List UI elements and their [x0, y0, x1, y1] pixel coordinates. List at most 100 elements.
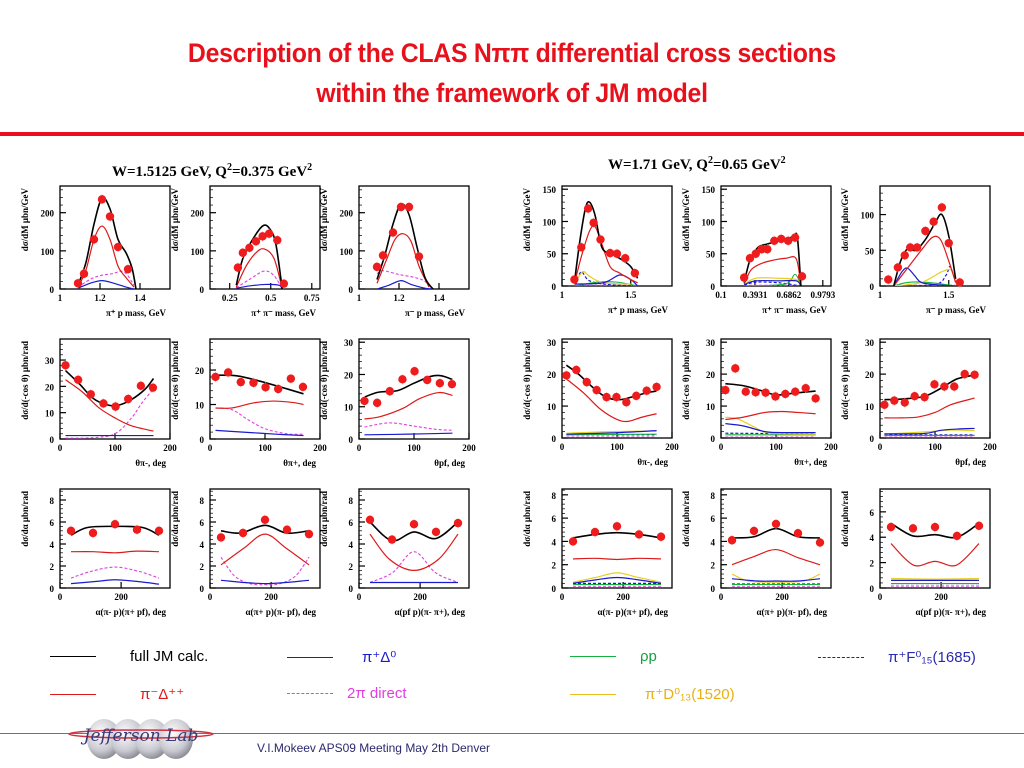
- y-tick-label: 20: [547, 370, 557, 380]
- data-point: [279, 279, 289, 288]
- y-tick-label: 0: [552, 584, 557, 594]
- x-tick-label: 0.6862: [777, 290, 802, 300]
- data-point: [148, 383, 158, 392]
- data-point: [974, 521, 984, 531]
- data-point: [124, 394, 133, 404]
- curve-direct: [65, 388, 154, 439]
- chart-panel-7: 0 2 4 6 8 0 200 α(π+ p)(π- pf), deg dσ/dα μbn/ra…: [170, 488, 321, 617]
- legend-label: π⁺F⁰₁₅(1685): [888, 649, 976, 666]
- legend-item: 2π direct: [287, 685, 407, 702]
- y-axis-label: dσ/dα μbn/rad: [840, 491, 850, 547]
- data-point: [261, 383, 270, 392]
- jefferson-lab-logo: Jefferson Lab: [68, 719, 214, 759]
- y-tick-label: 30: [344, 338, 354, 348]
- data-point: [453, 518, 463, 528]
- y-tick-label: 200: [340, 209, 354, 219]
- data-point: [632, 391, 641, 401]
- data-point: [404, 202, 414, 212]
- x-tick-label: 200: [413, 592, 427, 602]
- data-point: [123, 264, 133, 274]
- x-axis-label: θπ+, deg: [283, 458, 316, 468]
- data-point: [89, 235, 99, 244]
- data-point: [592, 385, 601, 395]
- y-tick-label: 2: [552, 561, 557, 571]
- data-point: [211, 372, 220, 382]
- plot-frame: [561, 185, 673, 287]
- data-point: [216, 533, 226, 542]
- y-tick-label: 0: [50, 285, 55, 295]
- data-point: [105, 212, 115, 221]
- data-point: [304, 529, 314, 539]
- y-tick-label: 0: [349, 584, 354, 594]
- model-curves: [731, 527, 821, 587]
- set-title-right: W=1.71 GeV, Q2=0.65 GeV2: [608, 155, 786, 173]
- curve-full: [220, 524, 310, 534]
- x-tick-label: 200: [114, 592, 128, 602]
- data-point: [960, 369, 969, 379]
- data-point: [111, 402, 120, 411]
- x-tick-label: 100: [928, 442, 942, 452]
- curve-piD0: [70, 579, 160, 585]
- legend-swatch: [50, 693, 96, 695]
- y-tick-label: 2: [349, 562, 354, 572]
- curve-piD0: [376, 280, 434, 289]
- data-point: [372, 262, 382, 272]
- data-point: [970, 370, 979, 379]
- footer-divider: [0, 733, 1024, 734]
- data-point: [286, 374, 296, 383]
- chart-panel-16: 0 2 4 6 8 0 200 α(π+ p)(π- pf), deg dσ/dα μbn/ra…: [681, 488, 832, 617]
- x-tick-label: 100: [610, 442, 624, 452]
- y-axis-label: dσ/dM μbn/GeV: [319, 188, 329, 252]
- data-point: [731, 364, 740, 373]
- legend-swatch: [570, 656, 616, 657]
- data-point: [97, 195, 107, 204]
- y-tick-label: 20: [45, 382, 55, 392]
- data-point: [908, 524, 918, 533]
- x-tick-label: 1: [58, 293, 63, 303]
- data-point: [793, 529, 803, 538]
- data-point: [154, 526, 164, 535]
- data-point: [79, 269, 89, 278]
- x-axis-label: θπ-, deg: [637, 457, 668, 467]
- x-tick-label: 100: [769, 442, 783, 452]
- data-point: [950, 382, 959, 391]
- y-tick-label: 0: [200, 584, 205, 594]
- legend-label: π⁺Δ⁰: [362, 649, 397, 666]
- data-point: [791, 387, 800, 396]
- model-curves: [70, 525, 160, 585]
- chart-panel-13: 0 10 20 30 0 100 200 θπ+, deg dσ/d(-cos θ) μbn/r…: [681, 338, 838, 467]
- y-axis-label: dσ/d(-cos θ) μbn/rad: [319, 341, 329, 420]
- y-tick-label: 150: [702, 185, 716, 195]
- y-tick-label: 4: [870, 533, 875, 543]
- plot-frame: [561, 488, 673, 589]
- data-point: [396, 202, 406, 212]
- data-point: [880, 400, 889, 409]
- y-axis-label: dσ/d(-cos θ) μbn/rad: [840, 341, 850, 420]
- slide-title-line-2: within the framework of JM model: [316, 78, 708, 108]
- curve-direct: [235, 270, 283, 289]
- x-tick-label: 200: [163, 443, 177, 453]
- y-tick-label: 200: [41, 209, 55, 219]
- data-point: [86, 390, 95, 399]
- y-tick-label: 6: [870, 508, 875, 518]
- legend-item: π⁺D⁰₁₃(1520): [570, 685, 735, 703]
- y-tick-label: 10: [547, 402, 557, 412]
- data-point: [61, 361, 70, 370]
- data-point: [238, 528, 248, 538]
- curve-direct: [70, 566, 160, 579]
- model-curves: [884, 374, 975, 438]
- x-tick-label: 0: [719, 592, 724, 602]
- data-point: [900, 251, 909, 260]
- plot-frame: [720, 488, 832, 589]
- y-tick-label: 4: [711, 537, 716, 547]
- curve-full: [884, 374, 975, 401]
- data-point: [113, 242, 123, 252]
- legend-label: 2π direct: [347, 685, 407, 702]
- data-point: [258, 232, 267, 241]
- legend-label: π⁻Δ⁺⁺: [140, 686, 185, 703]
- data-point: [612, 392, 621, 402]
- chart-panel-14: 0 10 20 30 0 100 200 θpf, deg dσ/d(-cos θ) μbn/r…: [840, 338, 997, 467]
- data-point: [763, 245, 772, 254]
- model-curves: [890, 522, 980, 587]
- plot-frame: [59, 185, 171, 290]
